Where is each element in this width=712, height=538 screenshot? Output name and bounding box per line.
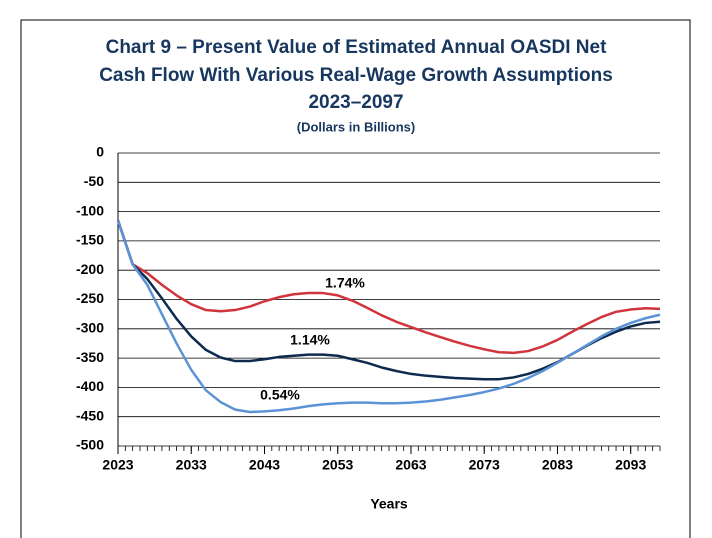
y-tick-label: -200 xyxy=(76,261,104,277)
series-label: 0.54% xyxy=(260,387,300,403)
x-tick-label: 2063 xyxy=(395,457,426,473)
x-tick-label: 2033 xyxy=(176,457,207,473)
y-tick-label: -500 xyxy=(76,437,104,453)
x-axis-label: Years xyxy=(370,496,408,512)
y-tick-label: -450 xyxy=(76,407,104,423)
x-tick-label: 2083 xyxy=(542,457,573,473)
series-label: 1.14% xyxy=(290,332,330,348)
chart-title: Cash Flow With Various Real-Wage Growth … xyxy=(99,65,613,86)
chart-title: 2023–2097 xyxy=(308,92,403,113)
series-line xyxy=(116,219,661,355)
series-line xyxy=(116,219,661,414)
y-tick-label: -300 xyxy=(76,320,104,336)
chart-subtitle: (Dollars in Billions) xyxy=(297,119,415,134)
chart-title: Chart 9 – Present Value of Estimated Ann… xyxy=(106,37,607,58)
x-tick-label: 2073 xyxy=(469,457,500,473)
series-label: 1.74% xyxy=(325,275,365,291)
x-tick-label: 2093 xyxy=(615,457,646,473)
y-tick-label: -100 xyxy=(76,202,104,218)
y-tick-label: -350 xyxy=(76,349,104,365)
x-tick-label: 2053 xyxy=(322,457,353,473)
y-tick-label: 0 xyxy=(96,144,104,160)
x-tick-label: 2023 xyxy=(102,457,133,473)
y-tick-label: -50 xyxy=(84,173,104,189)
y-tick-label: -150 xyxy=(76,232,104,248)
y-tick-label: -250 xyxy=(76,290,104,306)
y-tick-label: -400 xyxy=(76,378,104,394)
x-tick-label: 2043 xyxy=(249,457,280,473)
frame xyxy=(20,19,691,538)
